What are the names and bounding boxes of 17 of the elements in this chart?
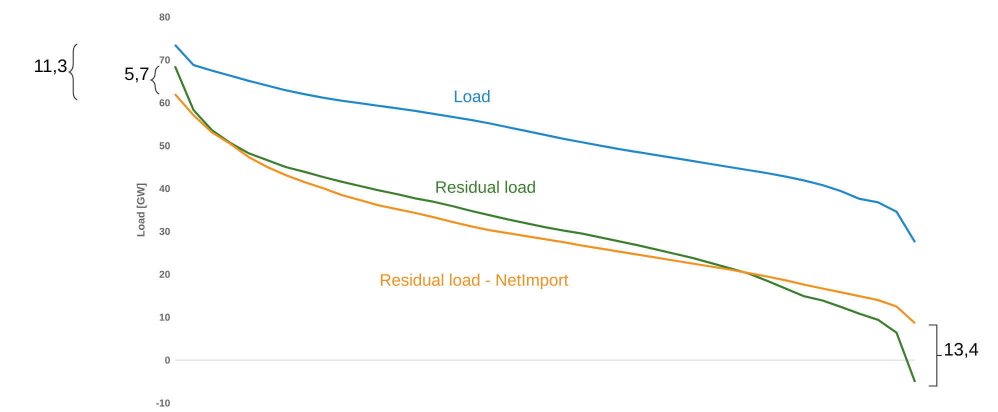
series-label: Residual load - NetImport	[380, 274, 568, 290]
text: 11,3	[35, 59, 67, 74]
y-tick-label: 40	[159, 185, 170, 192]
y-tick-label: 60	[160, 99, 170, 106]
y-axis-title: Load [GW]	[136, 184, 147, 236]
series-label: Load	[454, 90, 490, 102]
y-tick-label: 70	[160, 56, 170, 64]
y-tick-label: 80	[159, 13, 170, 21]
y-tick-label: 10	[160, 314, 170, 321]
y-tick-label: 20	[160, 270, 170, 278]
y-tick-label: 30	[159, 228, 170, 235]
text: 5,7	[125, 68, 148, 82]
y-tick-label: 0	[165, 356, 170, 364]
y-tick-label: -10	[156, 399, 170, 407]
y-tick-label: 50	[159, 142, 170, 150]
series-label: Residual load	[436, 180, 535, 193]
text: 13,4	[945, 342, 978, 358]
